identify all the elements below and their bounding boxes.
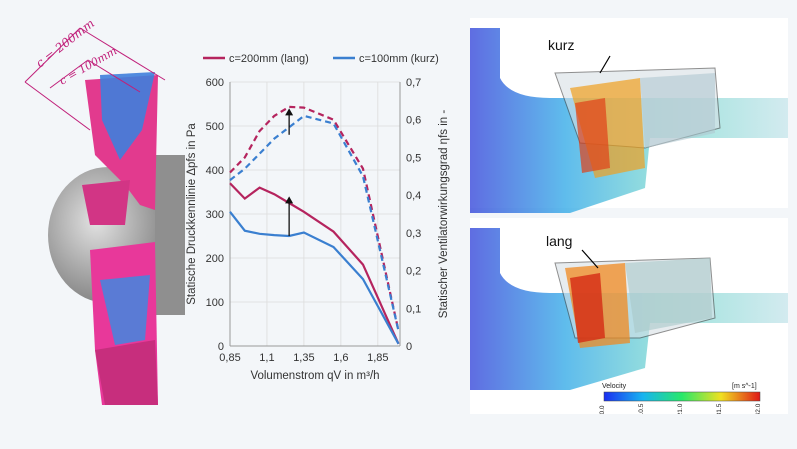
y-right-tick-label: 0,6 bbox=[406, 115, 421, 127]
colorbar-tick-label: 10.5 bbox=[638, 403, 645, 414]
cfd-simulation: kurz lang Velocity [m s^-1] 0.0 10.5 21.0 3… bbox=[470, 18, 788, 414]
y-right-tick-label: 0,4 bbox=[406, 190, 421, 202]
legend-label: c=200mm (lang) bbox=[229, 53, 309, 65]
arrow-head bbox=[285, 108, 294, 116]
colorbar-tick-label: 31.5 bbox=[716, 403, 723, 414]
series-line bbox=[229, 182, 400, 345]
x-tick-label: 1,1 bbox=[259, 352, 274, 364]
series-line bbox=[229, 211, 400, 345]
lower-blade bbox=[90, 242, 158, 405]
series-line bbox=[229, 114, 400, 332]
y-left-tick-label: 200 bbox=[206, 253, 224, 265]
x-axis-label: Volumenstrom qV in m³/h bbox=[250, 370, 379, 382]
legend-label: c=100mm (kurz) bbox=[359, 53, 439, 65]
y-left-axis-label: Statische Druckkennlinie Δpfs in Pa bbox=[186, 123, 198, 305]
dimension-lines bbox=[24, 27, 166, 131]
x-tick-label: 1,85 bbox=[367, 352, 388, 364]
colorbar-tick-label: 42.0 bbox=[755, 403, 762, 414]
y-right-tick-label: 0 bbox=[406, 341, 412, 353]
velocity-colorbar: Velocity [m s^-1] 0.0 10.5 21.0 31.5 42.0 bbox=[599, 383, 762, 414]
colorbar-unit: [m s^-1] bbox=[732, 383, 757, 390]
x-tick-label: 1,35 bbox=[293, 352, 314, 364]
y-left-tick-label: 600 bbox=[206, 77, 224, 89]
y-right-axis-label: Statischer Ventilatorwirkungsgrad ηfs in… bbox=[438, 110, 450, 319]
sim-panel-bottom: lang bbox=[470, 218, 788, 414]
y-right-tick-label: 0,2 bbox=[406, 266, 421, 278]
y-left-tick-label: 400 bbox=[206, 165, 224, 177]
y-left-tick-label: 0 bbox=[218, 341, 224, 353]
y-right-tick-label: 0,3 bbox=[406, 228, 421, 240]
y-left-tick-label: 300 bbox=[206, 209, 224, 221]
x-tick-label: 1,6 bbox=[333, 352, 348, 364]
colorbar-tick-label: 21.0 bbox=[677, 403, 684, 414]
y-right-tick-label: 0,5 bbox=[406, 152, 421, 164]
upper-blade bbox=[82, 72, 158, 225]
label-kurz: kurz bbox=[548, 37, 574, 53]
performance-chart: 0,85 1,1 1,35 1,6 1,85 0 100 200 300 400 500 600 0 0,… bbox=[186, 53, 450, 382]
y-left-tick-label: 500 bbox=[206, 121, 224, 133]
series-line bbox=[229, 105, 400, 332]
sim-panel-top: kurz bbox=[470, 18, 788, 213]
blade-drawing: c = 200mm c = 100mm bbox=[24, 16, 185, 405]
y-left-tick-label: 100 bbox=[206, 297, 224, 309]
label-lang: lang bbox=[546, 233, 572, 249]
y-right-tick-label: 0,1 bbox=[406, 303, 421, 315]
arrow-head bbox=[285, 196, 294, 204]
colorbar-tick-label: 0.0 bbox=[599, 405, 606, 414]
y-right-tick-label: 0,7 bbox=[406, 77, 421, 89]
x-tick-label: 0,85 bbox=[219, 352, 240, 364]
colorbar-title: Velocity bbox=[602, 383, 627, 390]
